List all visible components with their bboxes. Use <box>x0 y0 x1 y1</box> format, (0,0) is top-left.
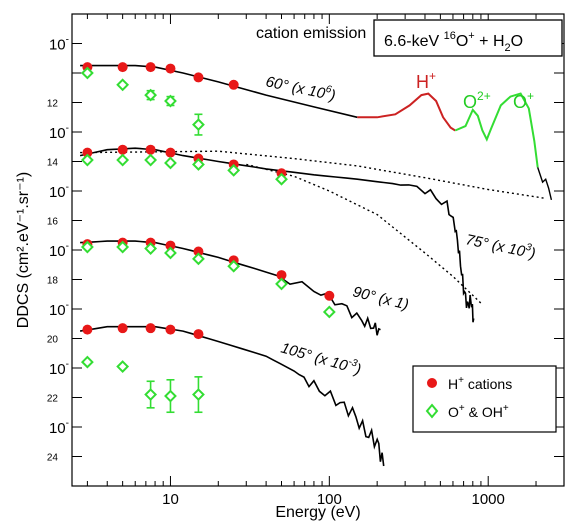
h-cation-point <box>82 147 93 158</box>
legend-marker-o-cations <box>425 403 439 419</box>
y-tick-label: 10- <box>49 182 69 201</box>
spectrum-curve <box>80 240 381 336</box>
h-plus-peak-curve <box>357 92 456 132</box>
o-cation-point <box>80 153 94 167</box>
y-tick-label: 12 <box>47 99 59 110</box>
o-cation-point <box>80 355 94 369</box>
o-cation-point <box>164 156 177 170</box>
spectrum-curve <box>79 325 385 467</box>
o-cation-point <box>227 259 241 273</box>
y-tick-label: 10- <box>49 241 69 260</box>
y-tick-label: 16 <box>47 217 59 228</box>
y-tick-label: 10- <box>49 300 69 319</box>
o-cation-point <box>275 172 288 186</box>
h-cation-point <box>145 62 156 73</box>
reaction-box <box>373 19 563 57</box>
peak-label-o2plus: O2+ <box>463 89 491 112</box>
o-cation-point <box>322 305 336 319</box>
h-cation-point <box>165 147 176 158</box>
o-cation-point <box>227 163 241 177</box>
legend-label-h-cations: H+ cations <box>448 375 512 392</box>
h-cation-point <box>228 79 239 90</box>
o-cation-point <box>164 94 177 108</box>
peak-label-h: H+ <box>416 69 436 92</box>
x-tick-label: 10 <box>162 491 179 508</box>
h-cation-point <box>165 63 176 74</box>
h-cation-point <box>117 62 128 73</box>
y-tick-label: 24 <box>47 453 59 464</box>
h-cation-point <box>276 270 287 281</box>
y-tick-label: 18 <box>47 276 59 287</box>
y-axis-label: DDCS (cm².eV⁻¹.sr⁻¹) <box>15 172 32 328</box>
o-cation-point <box>192 118 205 132</box>
y-tick-label: 10- <box>49 418 69 437</box>
o-cation-point <box>116 240 130 254</box>
legend-box <box>412 365 557 433</box>
legend-marker-h-cations <box>427 378 437 388</box>
y-tick-label: 14 <box>47 158 59 169</box>
x-tick-label: 1000 <box>472 491 505 508</box>
reaction-label: 6.6-keV 16O+ + H2O <box>384 30 523 54</box>
h-cation-point <box>193 72 204 83</box>
o-cation-point <box>80 240 94 254</box>
extrapolation-curve <box>80 150 546 200</box>
o-cation-point <box>275 277 288 291</box>
spectrum-curves <box>79 64 553 467</box>
legend: H+ cations O+ & OH+ <box>412 365 557 433</box>
o-cation-point <box>144 388 158 401</box>
y-tick-label: 10- <box>49 123 69 142</box>
o-cation-point <box>80 66 94 80</box>
o-cation-point <box>116 153 130 167</box>
peak-label-oplus: O+ <box>513 89 534 112</box>
h-cation-point <box>193 246 204 257</box>
h-cation-point <box>145 323 156 334</box>
y-tick-label: 20 <box>47 335 59 346</box>
angle-label: 75° (x 103) <box>464 229 537 262</box>
o-cation-point <box>116 360 130 373</box>
h-cation-point <box>193 329 204 340</box>
o-cation-point <box>144 153 158 167</box>
cation-emission-label: cation emission <box>256 25 366 42</box>
o-plus-peak-tail <box>537 167 553 201</box>
o-plus-peak-curve <box>454 92 539 168</box>
y-tick-label: 10- <box>49 35 69 54</box>
data-markers <box>80 62 336 414</box>
extrapolation-curve <box>246 163 482 304</box>
o-cation-point <box>192 252 205 266</box>
h-cation-point <box>165 240 176 251</box>
y-tick-label: 10- <box>49 359 69 378</box>
o-cation-point <box>144 88 158 102</box>
h-cation-point <box>165 324 176 335</box>
o-cation-point <box>116 78 130 92</box>
o-cation-point <box>144 242 158 255</box>
y-tick-label: 22 <box>47 394 59 405</box>
h-cation-point <box>324 290 335 301</box>
h-cation-point <box>117 144 128 155</box>
o-cation-point <box>164 246 177 260</box>
o-cation-point <box>192 158 205 171</box>
spectrum-curve <box>80 64 358 119</box>
axes: 10 100 1000 10- 12 10- 14 10- 16 10- 18 10- 20 10- 22 1… <box>47 14 565 508</box>
angle-label: 60° (x 106) <box>264 71 337 104</box>
h-cation-point <box>82 324 93 335</box>
angle-label: 90° (x 1) <box>351 283 410 313</box>
o-cation-point <box>164 389 177 403</box>
o-cation-point <box>192 388 205 401</box>
x-axis-label: Energy (eV) <box>275 504 360 521</box>
x-tick-label: 100 <box>317 491 342 508</box>
legend-label-o-cations: O+ & OH+ <box>448 403 509 420</box>
angle-label: 105° (x 10-3) <box>279 338 363 379</box>
h-cation-point <box>145 144 156 155</box>
h-cation-point <box>117 323 128 334</box>
